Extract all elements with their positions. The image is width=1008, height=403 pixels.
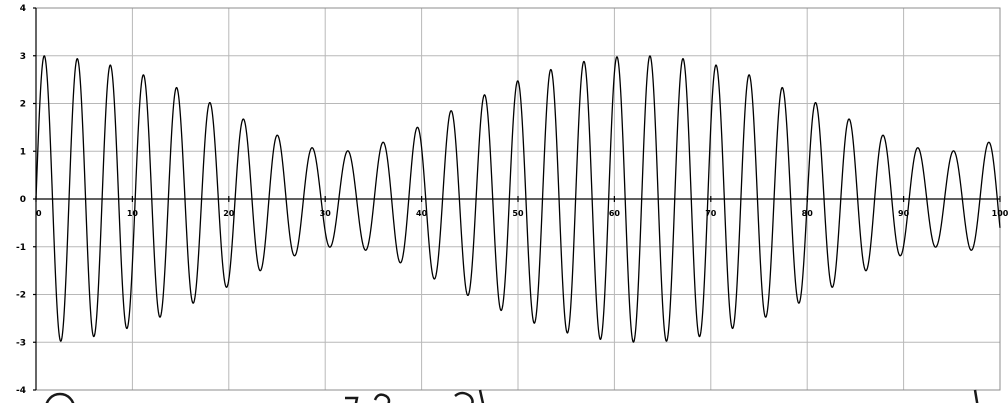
x-tick-label: 100 [992, 209, 1008, 218]
y-tick-label: -4 [16, 386, 26, 396]
y-tick-label: -3 [16, 338, 26, 348]
axis-layer [33, 7, 1001, 391]
y-tick-label: 3 [20, 52, 26, 62]
series-line [35, 55, 1001, 343]
x-tick-label: 70 [705, 209, 717, 218]
x-tick-label: 90 [898, 209, 910, 218]
x-tick-label: 50 [512, 209, 524, 218]
y-tick-label: 0 [20, 195, 26, 205]
y-tick-label: -1 [16, 243, 26, 253]
x-tick-label: 40 [416, 209, 428, 218]
x-tick-label: 10 [127, 209, 139, 218]
y-tick-label: 4 [20, 4, 26, 14]
y-tick-label: 1 [20, 147, 26, 157]
y-tick-label: -2 [16, 291, 26, 301]
x-tick-label: 30 [320, 209, 332, 218]
y-tick-label: 2 [20, 100, 26, 110]
cropped-text-fragment [45, 389, 979, 403]
x-tick-label: 0 [36, 209, 42, 218]
x-tick-label: 20 [223, 209, 235, 218]
x-tick-label: 80 [802, 209, 814, 218]
x-tick-label: 60 [609, 209, 621, 218]
